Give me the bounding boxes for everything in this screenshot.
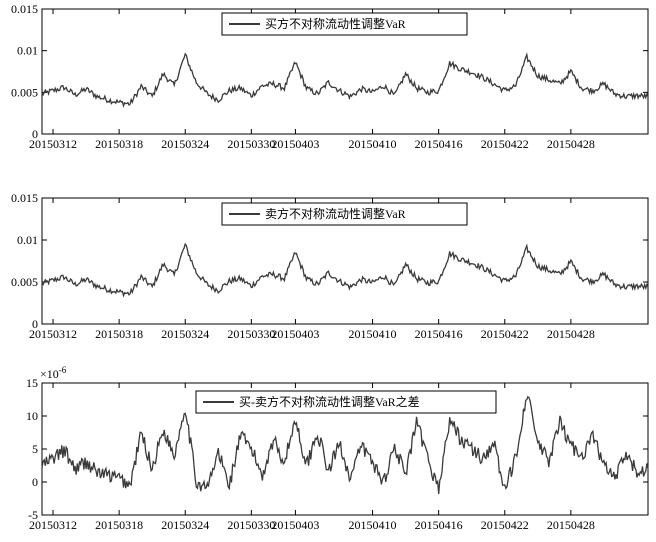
y-tick-label: 0.005 bbox=[11, 275, 38, 289]
x-axis-1: 20150312 20150318 20150324 2015033020150403… bbox=[29, 9, 595, 151]
x-tick-label: 20150428 bbox=[547, 518, 595, 532]
panel-1: 0 0.005 0.01 0.015 20150312 20150318 20150324… bbox=[11, 2, 649, 151]
series-line-1 bbox=[41, 52, 649, 108]
y-axis-3: -5 0 5 10 15 bbox=[26, 376, 648, 522]
y-tick-label: 0 bbox=[32, 127, 38, 141]
legend-box-1 bbox=[221, 12, 468, 36]
x-tick-label: 20150403 bbox=[271, 137, 319, 151]
panel-2: 0 0.005 0.01 0.015 20150312 20150318 20150324… bbox=[11, 191, 649, 341]
x-tick-label: 20150312 bbox=[29, 327, 77, 341]
legend-1: 买方不对称流动性调整VaR bbox=[221, 12, 468, 36]
y-tick-label: 0 bbox=[32, 475, 38, 489]
y-tick-label: 0 bbox=[32, 317, 38, 331]
y-axis-1: 0 0.005 0.01 0.015 bbox=[11, 2, 648, 141]
x-axis-3: 20150312 20150318 20150324 2015033020150403… bbox=[29, 383, 595, 532]
x-tick-label: 20150416 bbox=[415, 137, 463, 151]
y-tick-label: 0.015 bbox=[11, 2, 38, 16]
series-line-3 bbox=[41, 395, 649, 494]
x-tick-label: 20150330 bbox=[227, 518, 275, 532]
x-tick-label: 20150330 bbox=[227, 137, 275, 151]
x-tick-label: 20150422 bbox=[481, 327, 529, 341]
legend-label-2: 卖方不对称流动性调整VaR bbox=[265, 206, 406, 221]
x-tick-label: 20150416 bbox=[415, 518, 463, 532]
y-tick-label: 10 bbox=[26, 409, 38, 423]
x-tick-label: 20150324 bbox=[161, 518, 209, 532]
x-tick-label: 20150410 bbox=[349, 518, 397, 532]
legend-box-3 bbox=[195, 390, 497, 414]
x-tick-label: 20150324 bbox=[161, 327, 209, 341]
legend-label-1: 买方不对称流动性调整VaR bbox=[265, 16, 406, 31]
x-tick-label: 20150422 bbox=[481, 518, 529, 532]
x-tick-label: 20150422 bbox=[481, 137, 529, 151]
x-tick-label: 20150312 bbox=[29, 137, 77, 151]
x-tick-label: 20150428 bbox=[547, 327, 595, 341]
series-line-2 bbox=[41, 242, 649, 298]
x-tick-label: 20150410 bbox=[349, 137, 397, 151]
legend-label-3: 买-卖方不对称流动性调整VaR之差 bbox=[239, 394, 420, 409]
y-tick-label: 5 bbox=[32, 442, 38, 456]
legend-2: 卖方不对称流动性调整VaR bbox=[221, 202, 468, 226]
y-tick-label: -5 bbox=[28, 508, 38, 522]
x-axis-2: 20150312 20150318 20150324 2015033020150403… bbox=[29, 198, 595, 341]
y-tick-label: 0.01 bbox=[17, 233, 38, 247]
x-tick-label: 20150416 bbox=[415, 327, 463, 341]
y-tick-label: 0.01 bbox=[17, 44, 38, 58]
x-tick-label: 20150330 bbox=[227, 327, 275, 341]
y-tick-label: 0.005 bbox=[11, 85, 38, 99]
y-multiplier-3: ×10-6 bbox=[40, 365, 67, 381]
y-tick-label: 15 bbox=[26, 376, 38, 390]
legend-3: 买-卖方不对称流动性调整VaR之差 bbox=[195, 390, 497, 414]
x-tick-label: 20150318 bbox=[95, 327, 143, 341]
y-tick-label: 0.015 bbox=[11, 191, 38, 205]
x-tick-label: 20150324 bbox=[161, 137, 209, 151]
x-tick-label: 20150312 bbox=[29, 518, 77, 532]
y-axis-2: 0 0.005 0.01 0.015 bbox=[11, 191, 648, 331]
x-tick-label: 20150428 bbox=[547, 137, 595, 151]
x-tick-label: 20150410 bbox=[349, 327, 397, 341]
x-tick-label: 20150403 bbox=[271, 518, 319, 532]
x-tick-label: 20150318 bbox=[95, 518, 143, 532]
x-tick-label: 20150403 bbox=[271, 327, 319, 341]
legend-box-2 bbox=[221, 202, 468, 226]
x-tick-label: 20150318 bbox=[95, 137, 143, 151]
